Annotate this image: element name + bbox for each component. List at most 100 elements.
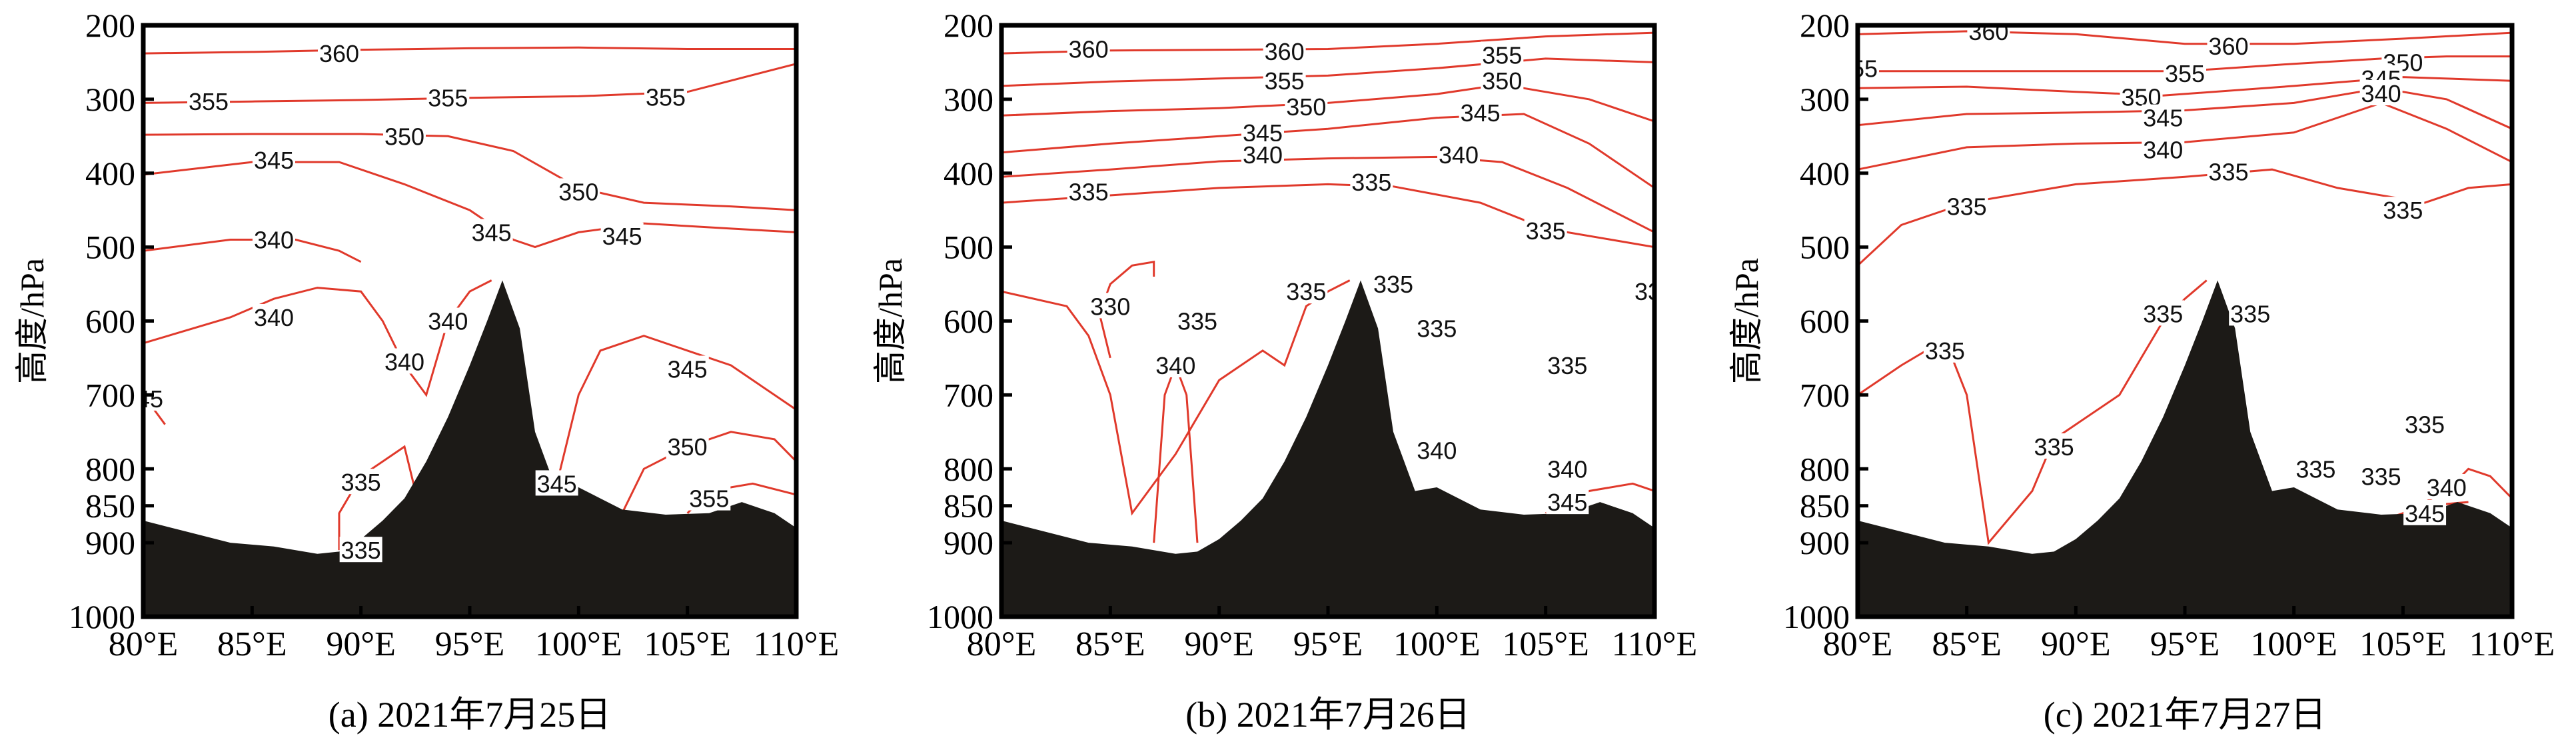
y-tick-label: 800 [944, 450, 993, 487]
x-tick-label: 80°E [967, 625, 1037, 663]
x-tick-label: 95°E [1293, 625, 1363, 663]
contour-line-350 [143, 133, 796, 211]
x-tick-label: 85°E [1932, 625, 2002, 663]
y-axis-label: 高度/hPa [13, 258, 51, 384]
y-tick-label: 600 [944, 303, 993, 340]
contour-label-bg [1154, 352, 1197, 378]
contour-line-350 [1858, 76, 2512, 97]
y-tick-label: 400 [1800, 155, 1850, 192]
contour-line-330 [1098, 261, 1155, 359]
contour-label-bg [426, 84, 470, 110]
contour-line-360 [143, 46, 796, 55]
y-tick-label: 200 [1800, 7, 1850, 44]
x-tick-label: 110°E [2469, 625, 2555, 663]
contour-label: 345 [537, 470, 577, 497]
contour-label-bg [600, 222, 644, 248]
contour-line-340 [1858, 101, 2512, 171]
y-tick-label: 200 [944, 7, 993, 44]
contour-label-bg [1437, 141, 1480, 167]
contour-label-bg [426, 307, 470, 333]
contour-label-bg [666, 355, 709, 381]
contour-label-bg [383, 348, 426, 374]
y-tick-label: 300 [944, 81, 993, 118]
contour-label: 345 [1547, 489, 1587, 516]
contour-label-bg [1263, 37, 1306, 63]
x-tick-label: 110°E [1612, 625, 1698, 663]
y-tick-label: 850 [85, 487, 135, 525]
contour-label-bg [2032, 433, 2076, 459]
terrain-mask [143, 280, 796, 617]
contour-label: 330 [1090, 293, 1130, 320]
y-tick-label: 850 [944, 487, 993, 525]
x-tick-label: 105°E [1502, 625, 1589, 663]
contour-label: 355 [1838, 55, 1878, 82]
x-tick-label: 80°E [109, 625, 179, 663]
contour-label-bg [1459, 99, 1502, 125]
contour-label: 335 [1925, 337, 1965, 365]
contour-label: 355 [1265, 67, 1305, 95]
contour-label-bg [1967, 25, 2010, 43]
x-tick-label: 80°E [1823, 625, 1893, 663]
y-tick-label: 400 [944, 155, 993, 192]
contour-label: 335 [1526, 217, 1566, 245]
contour-line-345 [1858, 87, 2512, 130]
contour-label: 350 [1286, 93, 1326, 121]
contour-label: 340 [428, 308, 468, 335]
contour-label: 345 [602, 223, 642, 250]
panel-caption: (b) 2021年7月26日 [1185, 695, 1470, 735]
contour-label-bg [557, 178, 600, 204]
contour-label-bg [2403, 499, 2447, 525]
panel-caption: (c) 2021年7月27日 [2044, 695, 2326, 735]
terrain-mask [1001, 280, 1654, 617]
y-tick-label: 700 [85, 376, 135, 413]
contour-line-340 [143, 279, 492, 397]
contour-label-bg [253, 146, 295, 172]
y-axis-label: 高度/hPa [872, 258, 909, 384]
x-tick-label: 90°E [1184, 625, 1254, 663]
x-tick-label: 105°E [2359, 625, 2447, 663]
contour-label-bg [1481, 67, 1524, 93]
contour-line-335 [1001, 183, 1654, 249]
x-tick-label: 90°E [2041, 625, 2111, 663]
contour-label-bg [1089, 293, 1132, 319]
contour-label-bg [1372, 271, 1415, 297]
panel-caption: (a) 2021年7月25日 [328, 695, 611, 735]
contour-label-bg [1546, 352, 1589, 378]
contour-label: 335 [1547, 352, 1587, 379]
contour-label: 340 [1243, 141, 1283, 169]
contour-label-bg [318, 40, 360, 66]
y-tick-label: 600 [85, 303, 135, 340]
contour-label: 335 [2034, 433, 2074, 461]
contour-label-bg [2164, 60, 2206, 86]
contour-label-bg [1067, 35, 1110, 61]
contour-label-bg [1176, 307, 1219, 333]
contour-label: 355 [2165, 60, 2205, 87]
y-tick-label: 200 [85, 7, 135, 44]
contour-line-360 [1001, 31, 1654, 55]
contour-label: 335 [1351, 169, 1391, 196]
contour-label-bg [1923, 337, 1966, 363]
contour-label: 360 [1069, 35, 1109, 63]
y-tick-label: 1000 [1783, 598, 1850, 635]
contour-line-350 [621, 431, 796, 514]
contour-label-bg [2403, 411, 2447, 437]
x-tick-label: 100°E [1393, 625, 1481, 663]
contour-label-bg [1858, 55, 1879, 81]
contour-label: 335 [2405, 411, 2445, 439]
contour-label-bg [2359, 463, 2403, 489]
contour-label: 340 [1155, 352, 1195, 379]
contour-label-bg [253, 303, 295, 329]
contour-label: 345 [2143, 105, 2183, 132]
contour-label: 335 [1417, 315, 1457, 343]
contour-label: 335 [1634, 278, 1674, 305]
x-tick-label: 105°E [644, 625, 731, 663]
x-tick-label: 110°E [754, 625, 840, 663]
contour-label-bg [644, 83, 687, 109]
contour-label-bg [2142, 300, 2185, 326]
